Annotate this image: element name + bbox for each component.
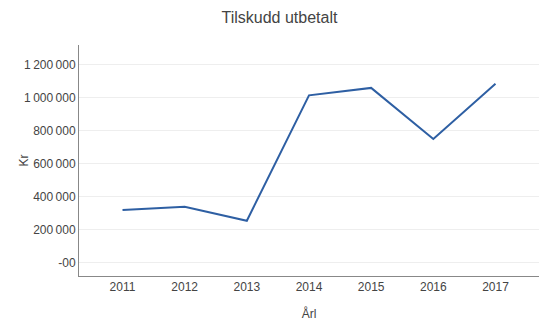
svg-text:400 000: 400 000	[33, 190, 76, 204]
svg-text:Tilskudd utbetalt: Tilskudd utbetalt	[222, 9, 338, 26]
svg-text:2012: 2012	[171, 280, 198, 294]
svg-text:2015: 2015	[358, 280, 385, 294]
svg-text:200 000: 200 000	[33, 223, 76, 237]
svg-text:2014: 2014	[296, 280, 323, 294]
svg-text:1 000 000: 1 000 000	[24, 91, 76, 105]
svg-text:800 000: 800 000	[33, 124, 76, 138]
svg-text:600 000: 600 000	[33, 157, 76, 171]
svg-text:2013: 2013	[233, 280, 260, 294]
svg-text:Kr: Kr	[17, 154, 31, 166]
svg-text:1 200 000: 1 200 000	[24, 58, 76, 72]
svg-text:2016: 2016	[420, 280, 447, 294]
svg-text:2011: 2011	[110, 280, 136, 294]
svg-text:2017: 2017	[482, 280, 509, 294]
svg-text:Årl: Årl	[302, 306, 317, 321]
svg-text:-00: -00	[58, 256, 76, 270]
